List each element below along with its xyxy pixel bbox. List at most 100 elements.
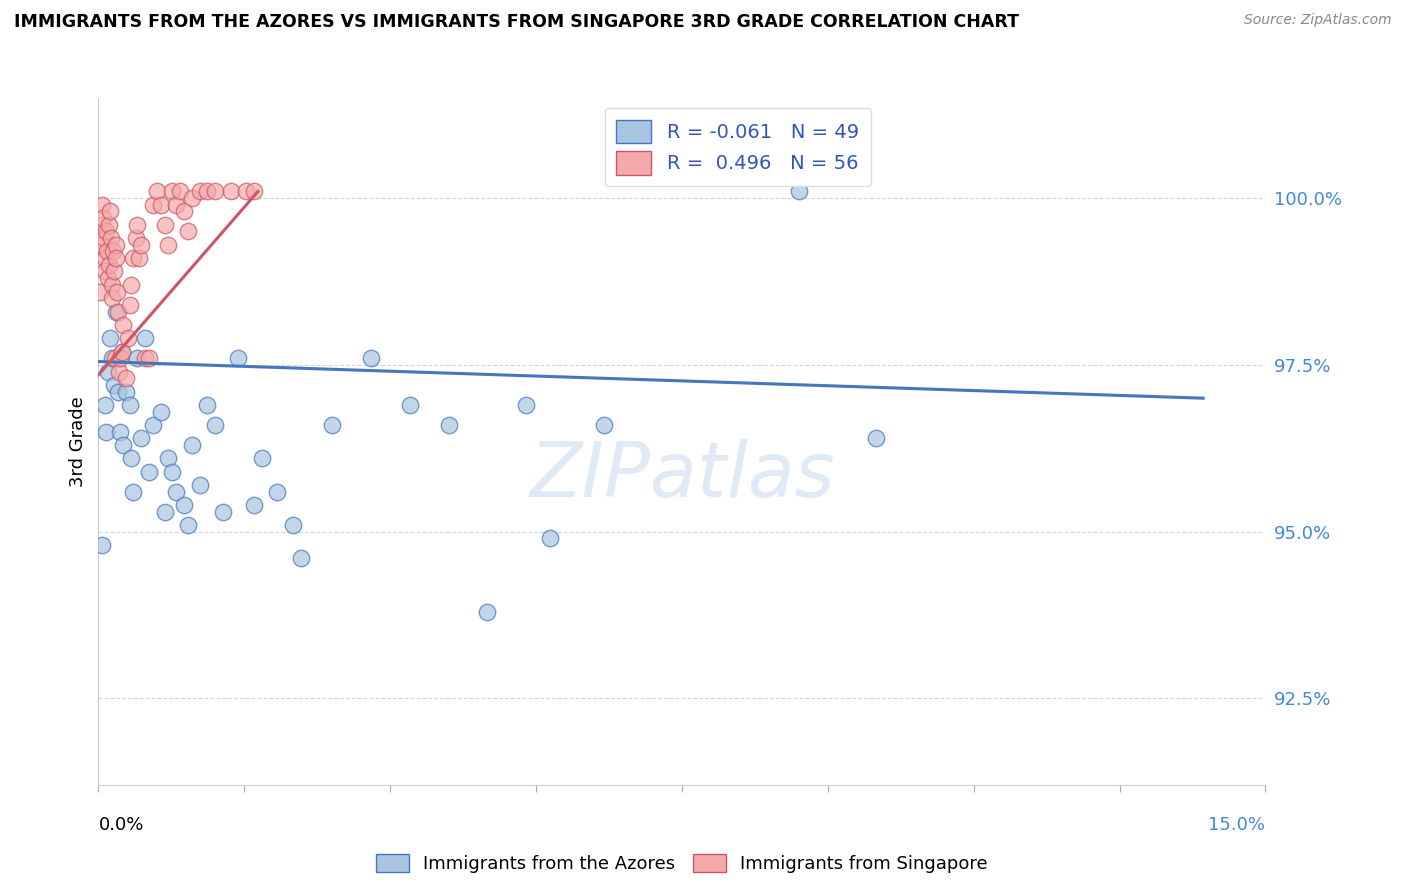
- Point: [103, 264, 125, 278]
- Point: [93, 231, 115, 245]
- Point: [138, 465, 160, 479]
- Point: [96, 425, 118, 439]
- Point: [250, 451, 273, 466]
- Point: [204, 185, 226, 199]
- Point: [153, 218, 176, 232]
- Point: [266, 484, 288, 499]
- Point: [162, 185, 184, 199]
- Point: [101, 291, 124, 305]
- Point: [98, 331, 121, 345]
- Point: [538, 531, 561, 545]
- Point: [91, 538, 114, 552]
- Point: [212, 504, 235, 518]
- Point: [243, 185, 266, 199]
- Point: [90, 237, 112, 252]
- Point: [117, 331, 139, 345]
- Point: [593, 417, 616, 432]
- Point: [90, 218, 112, 232]
- Point: [96, 225, 118, 239]
- Point: [107, 365, 129, 379]
- Point: [98, 258, 121, 272]
- Point: [122, 251, 145, 265]
- Point: [93, 251, 115, 265]
- Point: [114, 371, 136, 385]
- Legend: R = -0.061   N = 49, R =  0.496   N = 56: R = -0.061 N = 49, R = 0.496 N = 56: [605, 108, 870, 186]
- Point: [114, 384, 136, 399]
- Point: [219, 185, 242, 199]
- Point: [94, 264, 117, 278]
- Point: [360, 351, 382, 366]
- Point: [104, 237, 127, 252]
- Point: [122, 484, 145, 499]
- Point: [100, 277, 122, 292]
- Point: [515, 398, 537, 412]
- Point: [127, 218, 149, 232]
- Point: [165, 484, 187, 499]
- Point: [98, 204, 121, 219]
- Point: [243, 498, 266, 512]
- Point: [787, 185, 810, 199]
- Point: [195, 398, 218, 412]
- Point: [204, 417, 226, 432]
- Point: [290, 551, 312, 566]
- Point: [108, 425, 131, 439]
- Point: [437, 417, 460, 432]
- Point: [107, 304, 129, 318]
- Point: [195, 185, 218, 199]
- Point: [177, 225, 200, 239]
- Point: [91, 198, 114, 212]
- Point: [120, 451, 142, 466]
- Point: [97, 271, 120, 285]
- Point: [153, 504, 176, 518]
- Point: [97, 218, 120, 232]
- Point: [101, 351, 124, 366]
- Point: [134, 331, 156, 345]
- Point: [129, 237, 152, 252]
- Point: [111, 344, 134, 359]
- Text: ZIPatlas: ZIPatlas: [529, 439, 835, 513]
- Point: [188, 478, 211, 492]
- Point: [125, 231, 148, 245]
- Point: [96, 244, 118, 259]
- Point: [118, 398, 141, 412]
- Point: [134, 351, 156, 366]
- Point: [108, 351, 131, 366]
- Point: [97, 365, 120, 379]
- Point: [173, 498, 195, 512]
- Point: [235, 185, 257, 199]
- Point: [149, 404, 172, 418]
- Point: [111, 344, 134, 359]
- Point: [146, 185, 169, 199]
- Point: [173, 204, 195, 219]
- Point: [100, 231, 122, 245]
- Point: [180, 191, 202, 205]
- Point: [129, 431, 152, 445]
- Point: [127, 351, 149, 366]
- Point: [89, 285, 111, 299]
- Point: [177, 517, 200, 532]
- Y-axis label: 3rd Grade: 3rd Grade: [69, 396, 87, 487]
- Point: [281, 517, 304, 532]
- Point: [104, 351, 127, 366]
- Text: Source: ZipAtlas.com: Source: ZipAtlas.com: [1244, 13, 1392, 28]
- Point: [104, 304, 127, 318]
- Point: [103, 377, 125, 392]
- Point: [128, 251, 150, 265]
- Point: [162, 465, 184, 479]
- Point: [118, 298, 141, 312]
- Point: [157, 237, 180, 252]
- Point: [105, 285, 128, 299]
- Point: [142, 198, 165, 212]
- Text: IMMIGRANTS FROM THE AZORES VS IMMIGRANTS FROM SINGAPORE 3RD GRADE CORRELATION CH: IMMIGRANTS FROM THE AZORES VS IMMIGRANTS…: [14, 13, 1019, 31]
- Point: [91, 211, 114, 226]
- Point: [321, 417, 343, 432]
- Point: [865, 431, 887, 445]
- Legend: Immigrants from the Azores, Immigrants from Singapore: Immigrants from the Azores, Immigrants f…: [368, 847, 995, 880]
- Point: [477, 605, 499, 619]
- Point: [165, 198, 187, 212]
- Point: [142, 417, 165, 432]
- Point: [120, 277, 142, 292]
- Point: [157, 451, 180, 466]
- Point: [149, 198, 172, 212]
- Point: [169, 185, 191, 199]
